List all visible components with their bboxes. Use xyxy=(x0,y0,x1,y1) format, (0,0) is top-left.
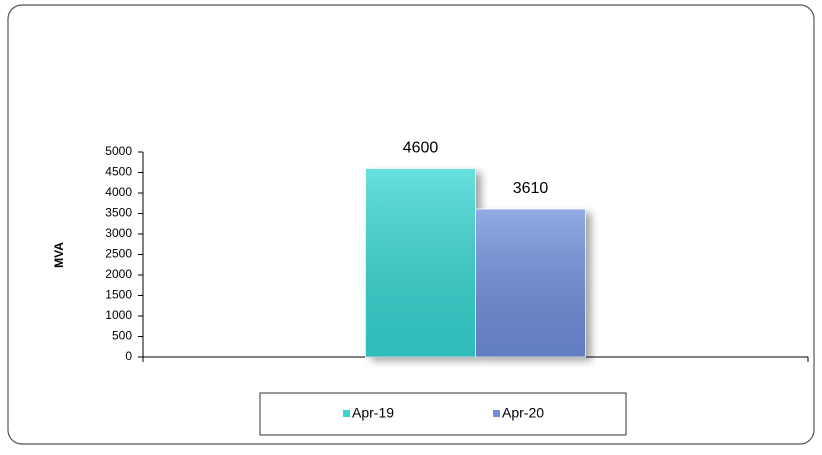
data-label: 3610 xyxy=(513,180,549,197)
legend-box xyxy=(259,392,627,436)
y-tick-label: 2000 xyxy=(105,267,132,281)
y-tick-label: 5000 xyxy=(105,144,132,158)
y-tick-label: 2500 xyxy=(105,247,132,261)
bar-shade xyxy=(365,168,476,357)
data-label: 4600 xyxy=(403,140,439,157)
y-axis-label: MVA xyxy=(52,242,66,268)
y-tick-label: 0 xyxy=(125,349,132,363)
legend-label: Apr-19 xyxy=(352,405,394,421)
y-tick-label: 4500 xyxy=(105,165,132,179)
y-tick-label: 1000 xyxy=(105,308,132,322)
legend-swatch xyxy=(343,410,350,417)
legend-label: Apr-20 xyxy=(502,405,544,421)
y-tick-label: 3000 xyxy=(105,226,132,240)
y-tick-label: 1500 xyxy=(105,288,132,302)
y-tick-label: 500 xyxy=(112,329,132,343)
y-tick-label: 3500 xyxy=(105,206,132,220)
bar-shade xyxy=(475,208,586,357)
legend-swatch xyxy=(493,410,500,417)
y-tick-label: 4000 xyxy=(105,185,132,199)
